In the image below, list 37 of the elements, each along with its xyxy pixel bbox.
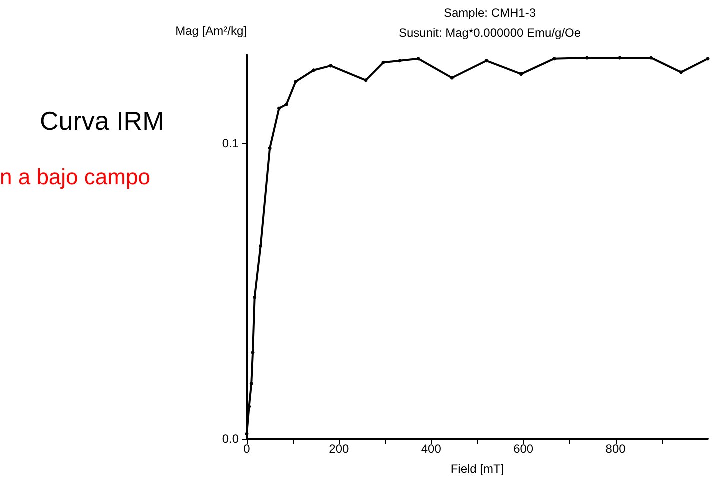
chart-subtitle: Susunit: Mag*0.000000 Emu/g/Oe — [398, 26, 582, 40]
point — [312, 68, 316, 72]
chart-title: Sample: CMH1-3 — [444, 6, 536, 20]
x-tick-label: 800 — [606, 442, 626, 456]
point — [259, 244, 263, 248]
point — [294, 80, 298, 84]
point — [618, 56, 622, 60]
text: Curva IRM — [40, 106, 164, 136]
x-axis-title: Field [mT] — [450, 462, 504, 476]
point — [253, 296, 257, 300]
point — [585, 56, 589, 60]
x-tick-label: 600 — [514, 442, 534, 456]
x-tick-label: 400 — [421, 442, 442, 456]
x-tick-label: 0 — [244, 442, 251, 456]
y-tick-label: 0.1 — [222, 136, 240, 151]
point — [364, 78, 368, 82]
point — [382, 60, 386, 64]
text: n a bajo campo — [0, 164, 150, 190]
point — [329, 64, 333, 68]
point — [680, 70, 684, 74]
point — [251, 351, 255, 354]
point — [450, 76, 454, 80]
point — [484, 59, 488, 63]
x-tick-label: 200 — [329, 442, 350, 456]
point — [248, 405, 252, 409]
point — [552, 57, 556, 61]
point — [398, 59, 402, 63]
point — [284, 102, 288, 106]
point — [278, 106, 282, 110]
point — [268, 146, 272, 150]
y-tick-label: 0.0 — [222, 432, 240, 446]
point — [520, 72, 524, 76]
point — [416, 57, 420, 61]
point — [650, 56, 654, 60]
y-axis-title: Mag [Am²/kg] — [176, 24, 247, 38]
point — [250, 382, 254, 386]
point — [706, 57, 710, 61]
